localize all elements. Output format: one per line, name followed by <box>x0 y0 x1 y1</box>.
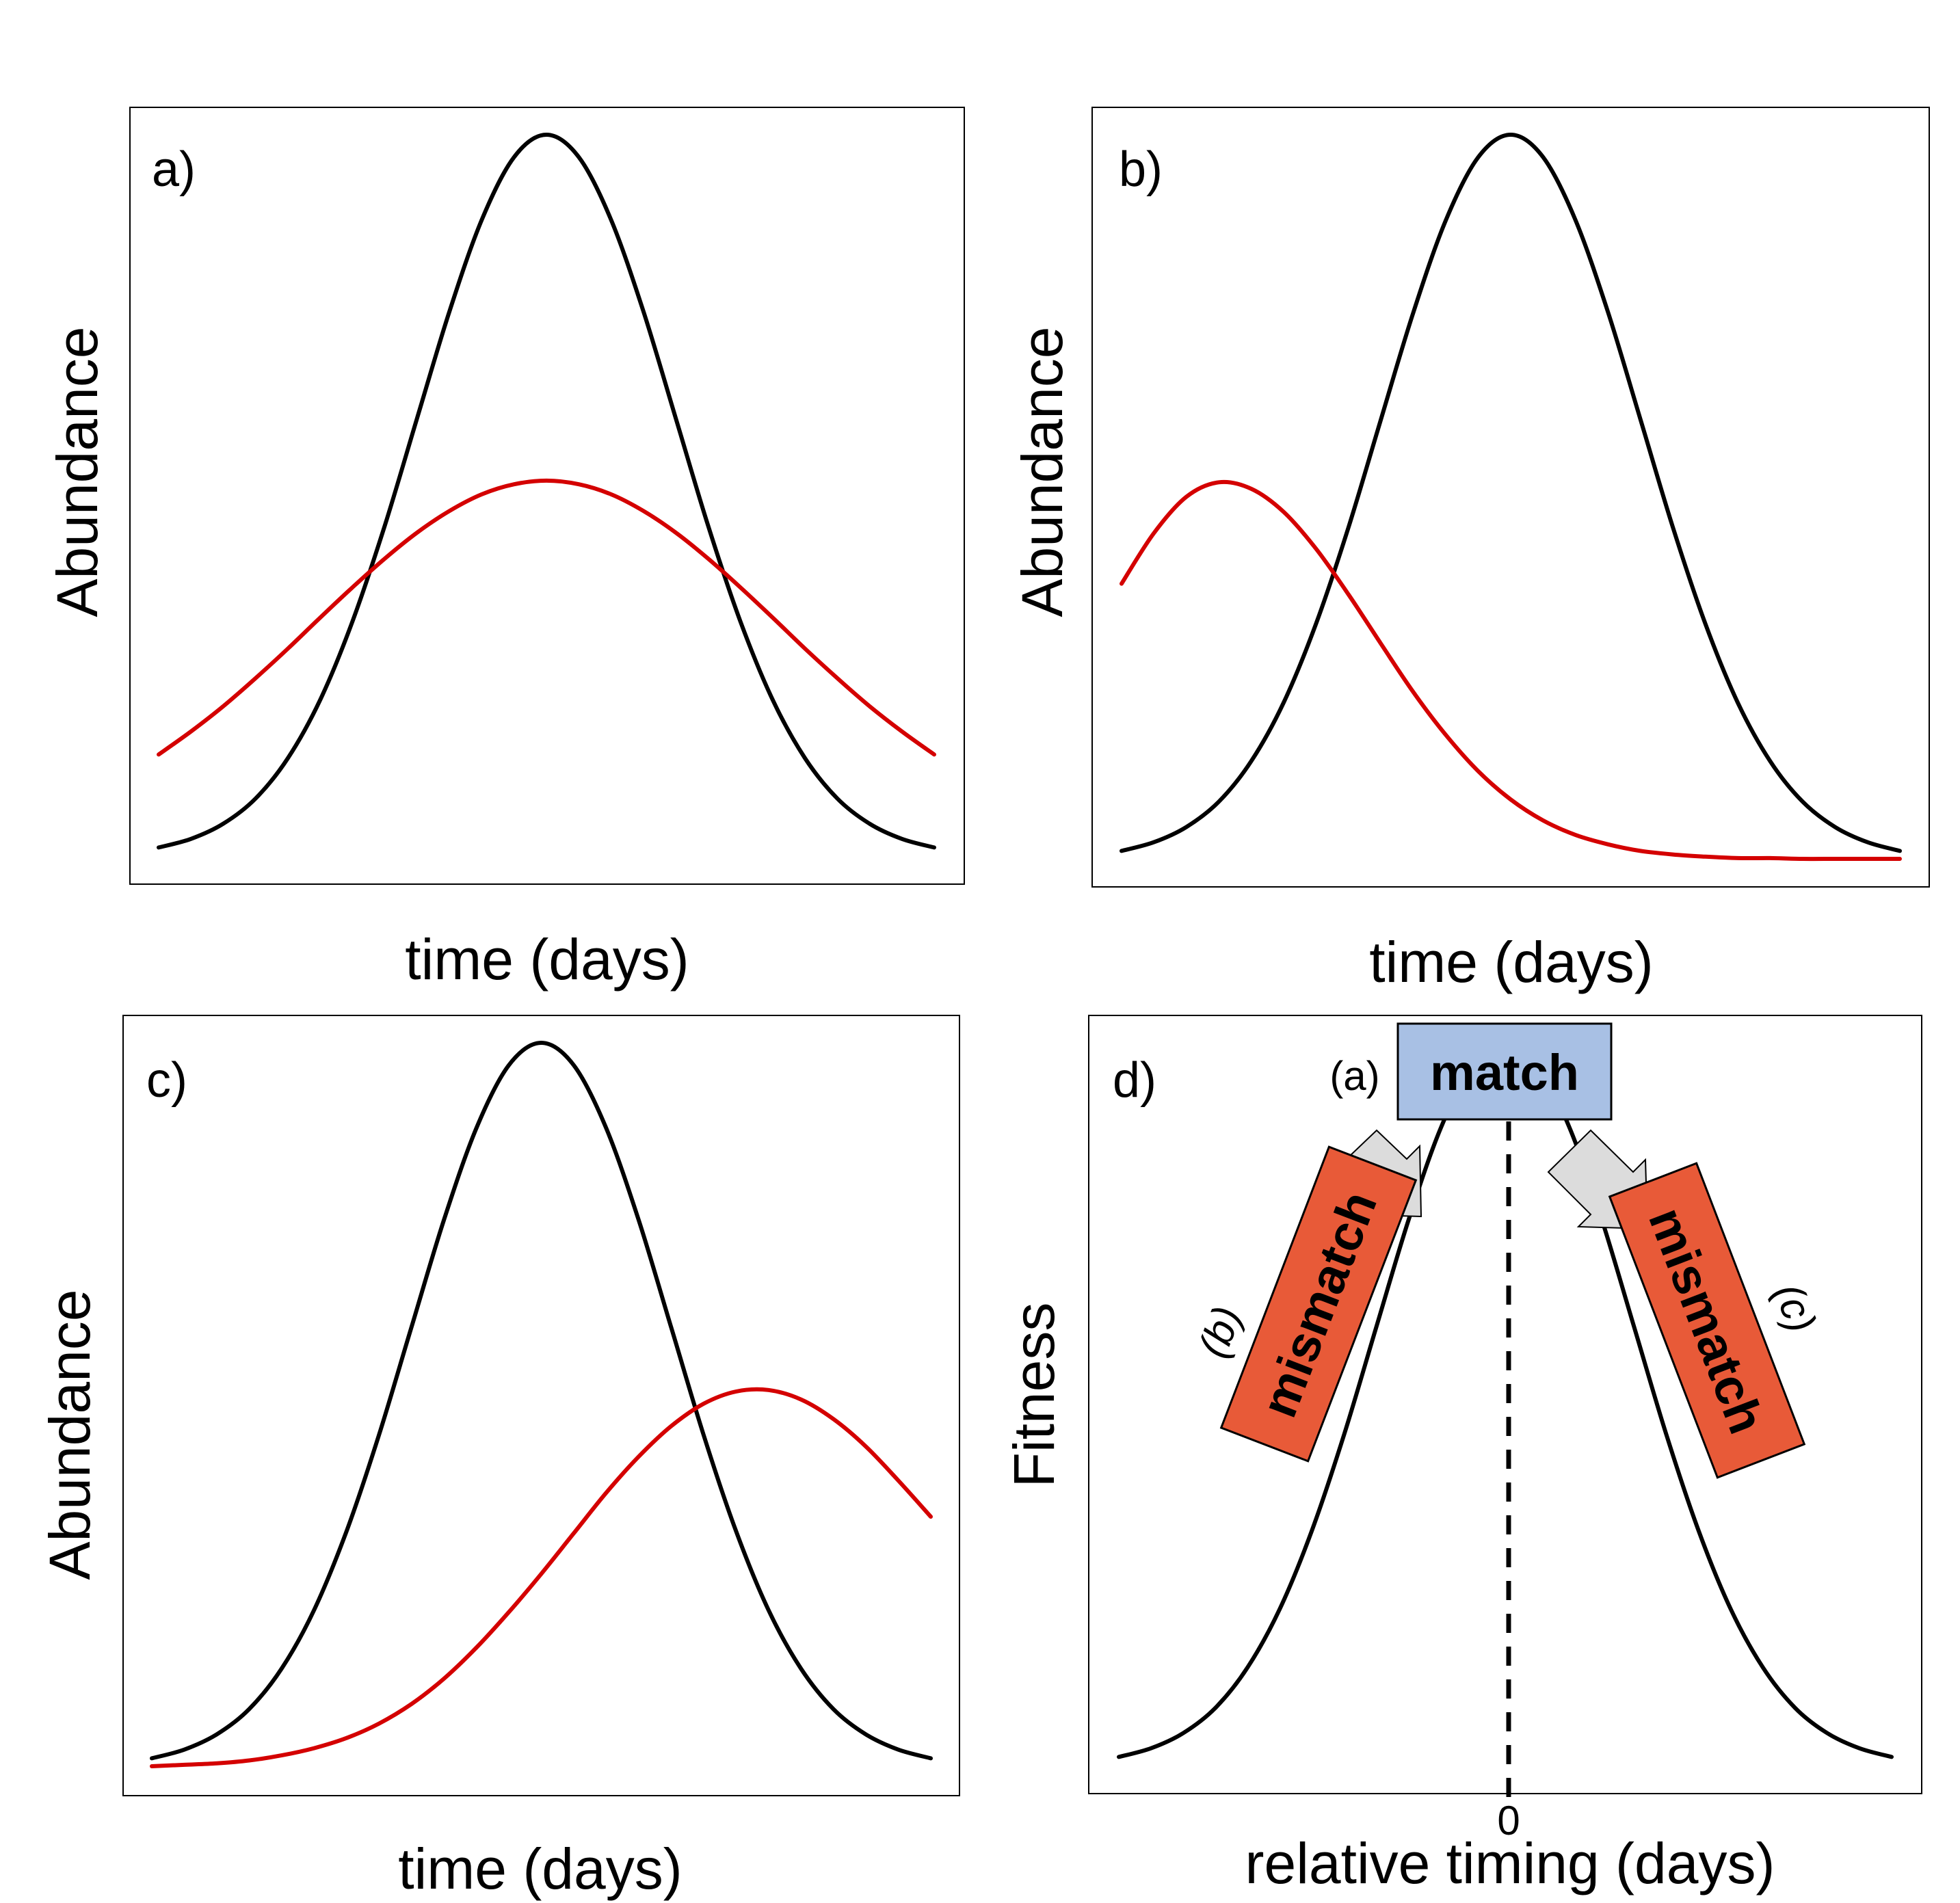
panel-c: c) time (days) Abundance <box>38 1015 960 1901</box>
panel-b: b) time (days) Abundance <box>1010 107 1930 994</box>
match-tag: (a) <box>1329 1053 1379 1099</box>
panel-b-xlabel: time (days) <box>1369 930 1653 994</box>
panel-c-series-black-line <box>150 1041 933 1761</box>
mismatch-left-group: mismatch <box>1219 1145 1418 1463</box>
panel-b-frame <box>1091 107 1930 888</box>
mismatch-left-tag: (b) <box>1189 1300 1250 1363</box>
panel-a: a) time (days) Abundance <box>45 107 965 992</box>
panel-d-xlabel: relative timing (days) <box>1245 1831 1775 1895</box>
panel-a-frame <box>129 107 965 885</box>
panel-a-series-red-line <box>157 478 936 757</box>
panel-d: match (a) mismatch (b) mismatch (c) d) 0… <box>1002 1015 1922 1895</box>
panel-a-letter: a) <box>152 142 196 197</box>
panel-c-ylabel: Abundance <box>38 1289 102 1580</box>
panel-c-curves <box>150 1041 933 1768</box>
panel-b-series-red-line <box>1120 479 1902 862</box>
mismatch-left-box <box>1219 1145 1418 1463</box>
panel-d-ylabel: Fitness <box>1002 1303 1066 1488</box>
panel-d-letter: d) <box>1113 1053 1156 1108</box>
match-box <box>1396 1022 1613 1121</box>
panel-d-frame <box>1088 1015 1922 1794</box>
panel-b-curves <box>1120 133 1902 862</box>
mismatch-right-box <box>1608 1162 1806 1479</box>
mismatch-right-group: mismatch <box>1608 1162 1806 1479</box>
panel-c-series-red-line <box>150 1387 933 1768</box>
panel-a-series-black-line <box>157 133 936 850</box>
x-tick-zero: 0 <box>1497 1798 1520 1844</box>
panel-b-letter: b) <box>1119 142 1163 197</box>
panel-b-series-black-line <box>1120 133 1902 853</box>
panel-a-curves <box>157 133 936 850</box>
panel-b-ylabel: Abundance <box>1010 326 1074 617</box>
panel-c-xlabel: time (days) <box>398 1837 682 1901</box>
panel-c-frame <box>122 1015 960 1796</box>
panel-a-ylabel: Abundance <box>45 326 109 617</box>
mismatch-right-tag: (c) <box>1765 1277 1825 1338</box>
panel-a-xlabel: time (days) <box>405 927 689 992</box>
panel-c-letter: c) <box>146 1053 187 1108</box>
match-label: match <box>1430 1044 1579 1101</box>
